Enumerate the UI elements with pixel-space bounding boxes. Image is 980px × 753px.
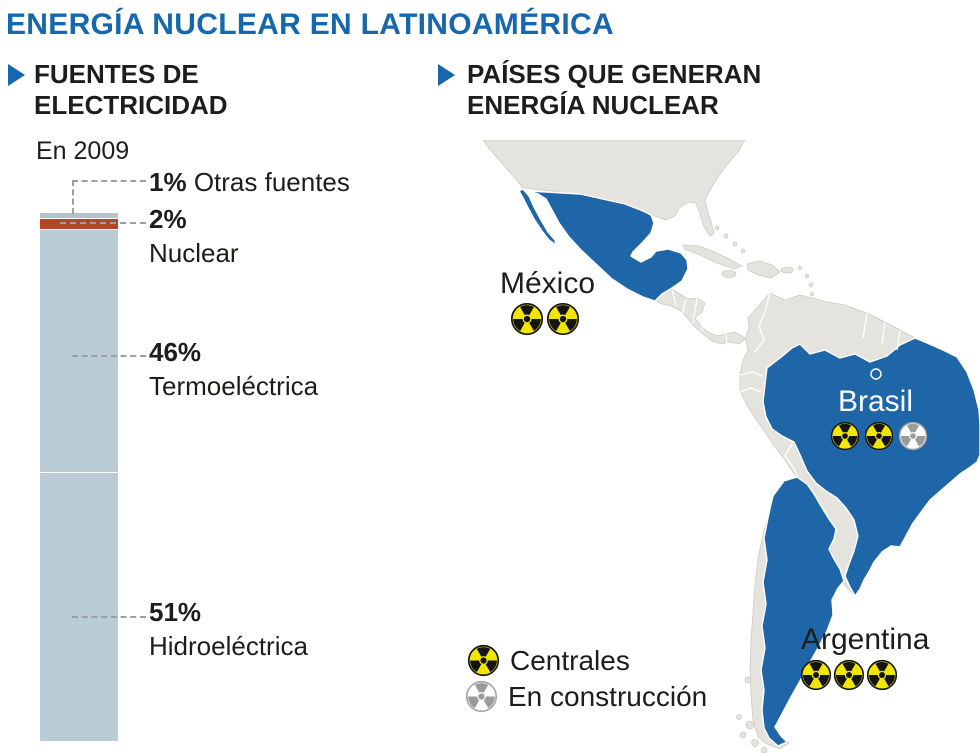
bar-label-hidro-pct: 51% [149, 597, 202, 627]
bar-label-termo: 46% Termoeléctrica [149, 335, 318, 403]
right-section-heading: PAÍSES QUE GENERAN ENERGÍA NUCLEAR [467, 59, 761, 121]
bar-label-otras-pct: 1% [149, 167, 187, 197]
left-heading-line2: ELECTRICIDAD [34, 90, 228, 120]
radiation-construction-icon [898, 421, 928, 451]
bar-label-nuclear-name: Nuclear [149, 238, 239, 268]
right-heading-line1: PAÍSES QUE GENERAN [467, 59, 762, 89]
brasil-reactor-symbols [830, 421, 928, 451]
island-cuba [682, 244, 743, 270]
mexico-reactor-symbols [510, 302, 580, 336]
bar-label-nuclear-pct: 2% [149, 204, 187, 234]
radiation-active-icon [800, 659, 832, 691]
leader-line-nuclear [60, 222, 146, 224]
legend-en-construccion-label: En construcción [508, 680, 708, 712]
left-section-heading: FUENTES DE ELECTRICIDAD [34, 59, 228, 121]
year-note: En 2009 [36, 137, 130, 165]
island-puerto-rico [780, 266, 794, 274]
radiation-active-icon [866, 659, 898, 691]
bar-label-termo-pct: 46% [149, 337, 202, 367]
latin-america-map [482, 140, 980, 753]
radiation-construction-icon [465, 680, 498, 713]
bar-segment-otras-fuentes [40, 213, 118, 219]
argentina-reactor-symbols [800, 659, 898, 691]
leader-line-hidro [72, 616, 146, 618]
right-heading-line2: ENERGÍA NUCLEAR [467, 90, 719, 120]
region-baja-california [518, 188, 557, 246]
legend-centrales: Centrales [467, 644, 630, 677]
stacked-bar [40, 213, 118, 741]
leader-line-otras [72, 180, 146, 182]
island-marajo [870, 368, 882, 380]
region-central-america [654, 288, 746, 345]
bar-label-hidro: 51% Hidroeléctrica [149, 595, 308, 663]
radiation-active-icon [546, 302, 580, 336]
legend-en-construccion: En construcción [465, 680, 707, 713]
islands-bahamas [714, 225, 746, 254]
bar-label-otras-name: Otras fuentes [193, 167, 350, 197]
bar-label-hidro-name: Hidroeléctrica [149, 631, 308, 661]
leader-line-termo [72, 355, 146, 357]
page-title: ENERGÍA NUCLEAR EN LATINOAMÉRICA [6, 8, 614, 41]
radiation-construction-icon [465, 680, 498, 713]
country-usa [482, 140, 746, 237]
left-heading-line1: FUENTES DE [34, 59, 199, 89]
section-arrow-icon [8, 64, 25, 86]
bar-label-otras: 1% Otras fuentes [149, 165, 350, 199]
legend-centrales-label: Centrales [510, 644, 630, 676]
country-borders [671, 288, 901, 479]
radiation-active-icon [467, 644, 500, 677]
map-label-mexico: México [500, 267, 596, 300]
country-brazil [762, 337, 980, 597]
island-jamaica [721, 270, 737, 278]
radiation-active-icon [864, 421, 894, 451]
radiation-active-icon [510, 302, 544, 336]
country-mexico [528, 190, 689, 302]
islands-southern-chile [736, 676, 768, 753]
bar-segment-termoeléctrica [40, 228, 118, 472]
bar-label-nuclear: 2% Nuclear [149, 202, 239, 270]
radiation-active-icon [467, 644, 500, 677]
map-label-argentina: Argentina [801, 623, 930, 656]
bar-label-termo-name: Termoeléctrica [149, 371, 319, 401]
bar-segment-hidroeléctrica [40, 471, 118, 741]
country-argentina [760, 476, 845, 747]
radiation-active-icon [833, 659, 865, 691]
island-hispaniola [746, 260, 781, 279]
leader-line-otras-vertical [72, 180, 74, 214]
radiation-active-icon [830, 421, 860, 451]
section-arrow-icon [438, 64, 455, 86]
map-label-brasil: Brasil [838, 385, 914, 418]
